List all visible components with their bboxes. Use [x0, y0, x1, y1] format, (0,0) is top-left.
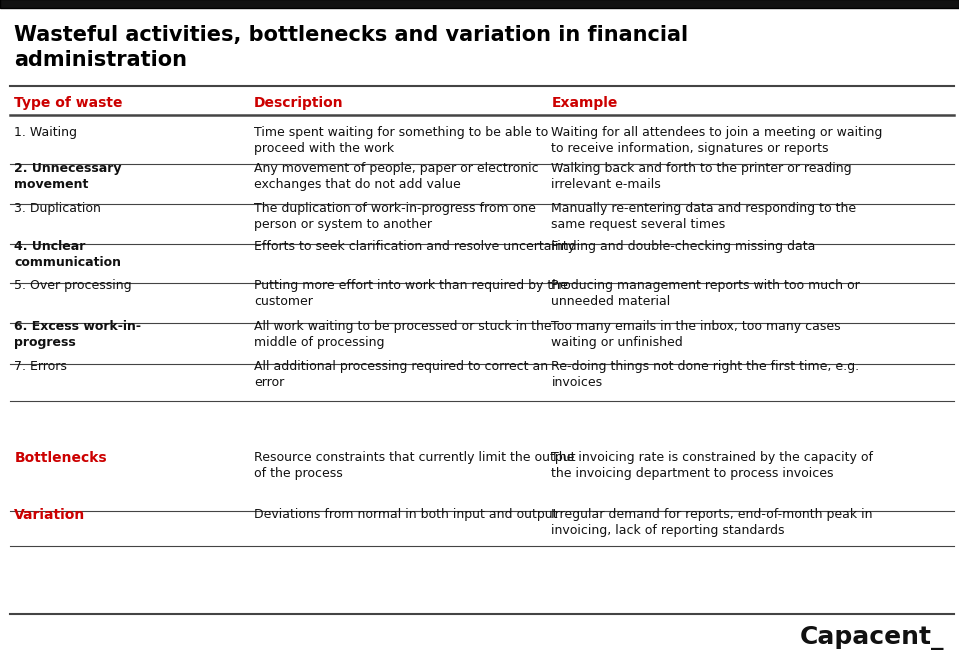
Text: Deviations from normal in both input and output: Deviations from normal in both input and… — [254, 508, 557, 522]
Text: Re-doing things not done right the first time, e.g.
invoices: Re-doing things not done right the first… — [551, 360, 859, 389]
Text: All additional processing required to correct an
error: All additional processing required to co… — [254, 360, 549, 389]
Text: Walking back and forth to the printer or reading
irrelevant e-mails: Walking back and forth to the printer or… — [551, 162, 852, 191]
Text: 3. Duplication: 3. Duplication — [14, 202, 102, 215]
Text: 6. Excess work-in-
progress: 6. Excess work-in- progress — [14, 320, 141, 350]
Text: 5. Over processing: 5. Over processing — [14, 279, 132, 293]
Text: All work waiting to be processed or stuck in the
middle of processing: All work waiting to be processed or stuc… — [254, 320, 551, 350]
Text: 1. Waiting: 1. Waiting — [14, 126, 78, 139]
Text: Producing management reports with too much or
unneeded material: Producing management reports with too mu… — [551, 279, 860, 308]
Text: 7. Errors: 7. Errors — [14, 360, 67, 373]
Text: Too many emails in the inbox, too many cases
waiting or unfinished: Too many emails in the inbox, too many c… — [551, 320, 841, 350]
Text: Waiting for all attendees to join a meeting or waiting
to receive information, s: Waiting for all attendees to join a meet… — [551, 126, 883, 155]
Text: 4. Unclear
communication: 4. Unclear communication — [14, 240, 122, 269]
Text: Any movement of people, paper or electronic
exchanges that do not add value: Any movement of people, paper or electro… — [254, 162, 539, 191]
Text: Bottlenecks: Bottlenecks — [14, 451, 107, 465]
Text: Efforts to seek clarification and resolve uncertainty: Efforts to seek clarification and resolv… — [254, 240, 575, 253]
Text: Wasteful activities, bottlenecks and variation in financial
administration: Wasteful activities, bottlenecks and var… — [14, 25, 689, 70]
Text: Capacent_: Capacent_ — [800, 626, 945, 649]
Text: Finding and double-checking missing data: Finding and double-checking missing data — [551, 240, 816, 253]
Text: Description: Description — [254, 96, 343, 110]
Text: Manually re-entering data and responding to the
same request several times: Manually re-entering data and responding… — [551, 202, 856, 231]
Text: Variation: Variation — [14, 508, 85, 522]
Text: Type of waste: Type of waste — [14, 96, 123, 110]
FancyBboxPatch shape — [0, 0, 959, 8]
Text: Example: Example — [551, 96, 618, 110]
Text: 2. Unnecessary
movement: 2. Unnecessary movement — [14, 162, 122, 191]
Text: Time spent waiting for something to be able to
proceed with the work: Time spent waiting for something to be a… — [254, 126, 549, 155]
Text: The duplication of work-in-progress from one
person or system to another: The duplication of work-in-progress from… — [254, 202, 536, 231]
Text: Putting more effort into work than required by the
customer: Putting more effort into work than requi… — [254, 279, 568, 308]
Text: The invoicing rate is constrained by the capacity of
the invoicing department to: The invoicing rate is constrained by the… — [551, 451, 874, 481]
Text: Irregular demand for reports, end-of-month peak in
invoicing, lack of reporting : Irregular demand for reports, end-of-mon… — [551, 508, 873, 538]
Text: Resource constraints that currently limit the output
of the process: Resource constraints that currently limi… — [254, 451, 575, 481]
